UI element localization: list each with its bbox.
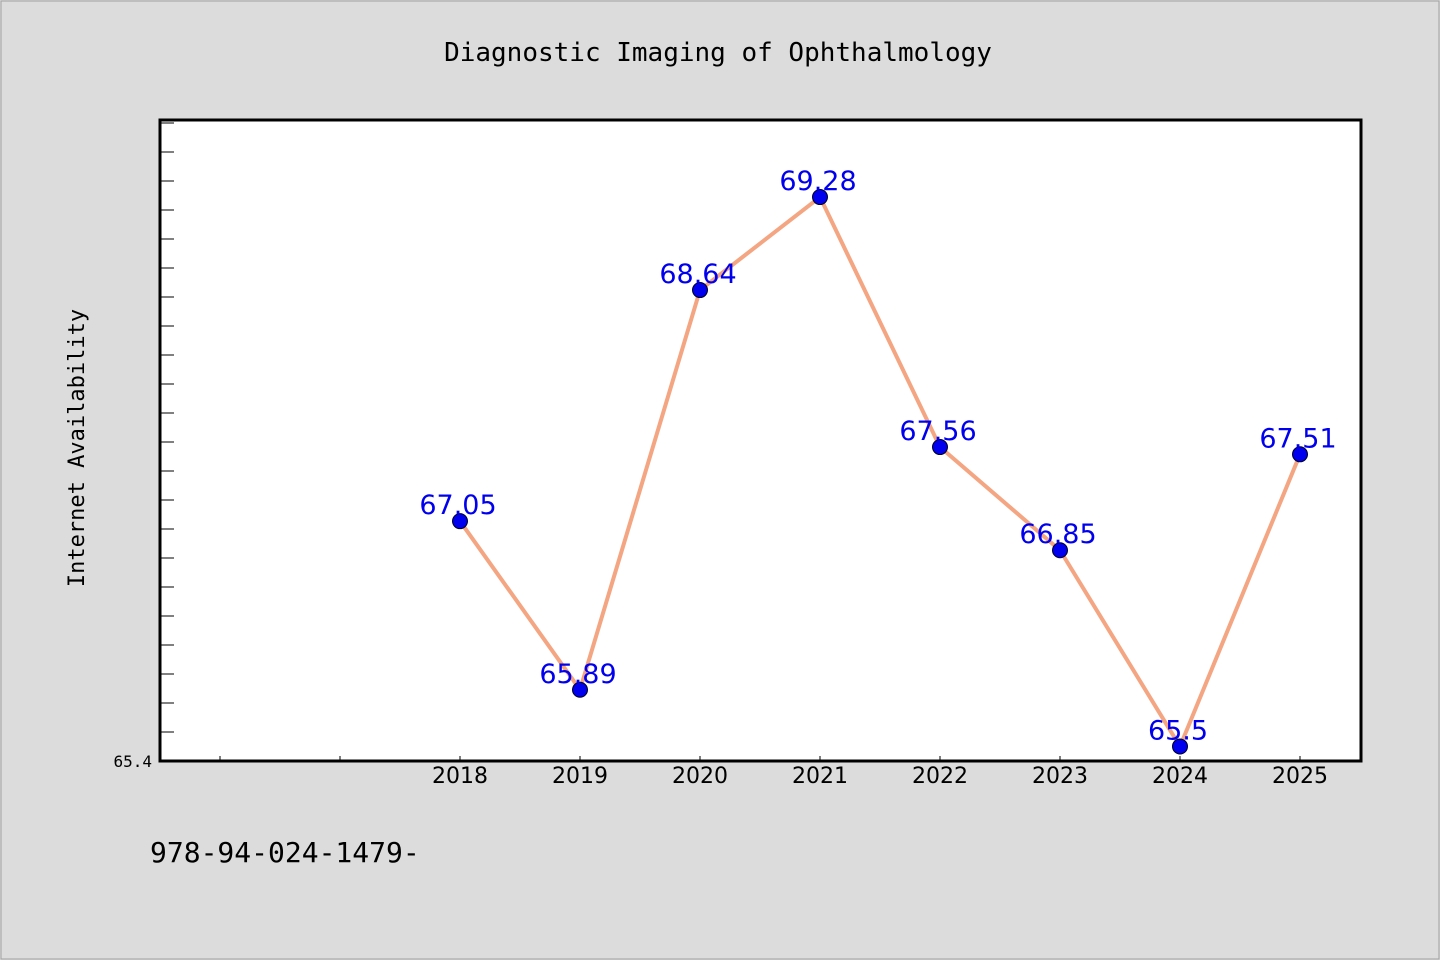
- x-axis-tick-labels: 2018 2019 2020 2021 2022 2023 2024 2025: [432, 764, 1328, 789]
- y-axis-label: Internet Availability: [65, 309, 90, 587]
- series-markers: [452, 189, 1308, 755]
- data-label: 68.64: [659, 259, 736, 290]
- x-tick-label: 2018: [432, 764, 488, 789]
- plot-area: [160, 120, 1361, 761]
- x-tick-label: 2024: [1152, 764, 1208, 789]
- y-axis-minor-ticks: [160, 122, 174, 733]
- footer-isbn-text: 978-94-024-1479-: [150, 836, 420, 869]
- data-point: [1292, 446, 1308, 463]
- data-point: [572, 681, 588, 698]
- x-tick-label: 2021: [792, 764, 848, 789]
- chart-title: Diagnostic Imaging of Ophthalmology: [444, 38, 992, 68]
- data-label: 69.28: [779, 166, 856, 197]
- data-point: [1052, 542, 1068, 559]
- data-label: 66.85: [1019, 519, 1096, 550]
- data-label: 67.05: [419, 490, 496, 521]
- data-label: 67.51: [1259, 423, 1336, 454]
- x-tick-label: 2022: [912, 764, 968, 789]
- series-line: [458, 195, 1302, 749]
- x-tick-label: 2023: [1032, 764, 1088, 789]
- y-tick-label: 65.4: [113, 752, 152, 771]
- data-point: [692, 282, 708, 299]
- x-tick-label: 2019: [552, 764, 608, 789]
- data-point: [812, 189, 828, 206]
- x-tick-label: 2025: [1272, 764, 1328, 789]
- data-label: 65.5: [1148, 715, 1208, 746]
- data-point: [452, 513, 468, 530]
- data-label: 65.89: [539, 659, 616, 690]
- plot-frame: [158, 118, 1363, 763]
- x-tick-label: 2020: [672, 764, 728, 789]
- data-labels: 67.05 65.89 68.64 69.28 67.56 66.85 65.5 67.51: [419, 166, 1336, 746]
- data-label: 67.56: [899, 416, 976, 447]
- y-axis-tick-labels: 65.4: [113, 752, 152, 771]
- data-point: [932, 439, 948, 456]
- data-point: [1172, 738, 1188, 755]
